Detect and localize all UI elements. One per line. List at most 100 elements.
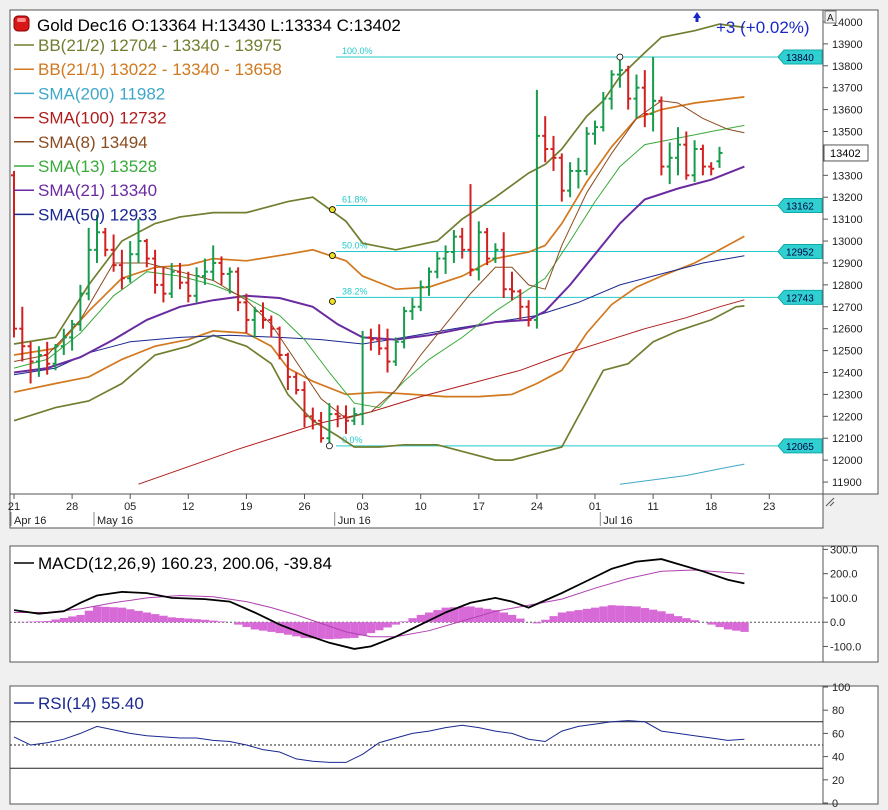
price-tick-label: 12000 — [832, 455, 863, 467]
fib-price-tag — [777, 289, 823, 305]
macd-histogram-bar — [51, 619, 60, 623]
macd-histogram-bar — [267, 622, 276, 632]
ohlc-bar — [152, 249, 159, 294]
macd-histogram-bar — [607, 605, 616, 623]
macd-histogram-bar — [217, 621, 226, 623]
ohlc-bar — [384, 328, 391, 373]
macd-histogram-bar — [26, 621, 35, 623]
legend-item-sma21: SMA(21) 13340 — [38, 181, 157, 200]
ohlc-bar — [318, 411, 325, 443]
macd-histogram-bar — [632, 606, 641, 623]
change-indicator: +3 (+0.02%) — [693, 12, 810, 37]
fib-level-label: 100.0% — [342, 46, 373, 56]
macd-tick-label: 200.0 — [830, 569, 858, 581]
ohlc-bar — [699, 144, 706, 176]
macd-histogram-bar — [43, 620, 52, 623]
rsi-tick-label: 20 — [832, 775, 844, 787]
ohlc-bar — [475, 221, 482, 281]
time-axis-panel[interactable] — [9, 493, 824, 529]
macd-histogram-bar — [59, 617, 69, 623]
macd-histogram-bar — [242, 622, 251, 628]
ohlc-bar — [94, 214, 100, 263]
ohlc-bar — [160, 267, 167, 303]
macd-line — [13, 558, 745, 650]
symbol-status-icon-shine — [17, 18, 26, 22]
scale-mode-button[interactable] — [824, 10, 837, 24]
ohlc-bar — [293, 372, 300, 395]
fib-price-tag-label: 12065 — [786, 442, 814, 453]
macd-histogram-bar — [416, 614, 425, 623]
legend-item-bb1: BB(21/1) 13022 - 13340 - 13658 — [38, 60, 282, 79]
rsi-tick-label: 100 — [832, 682, 850, 694]
fib-anchor-marker — [328, 252, 336, 259]
ohlc-bar — [351, 407, 358, 426]
ohlc-bar — [567, 162, 574, 198]
ohlc-bar — [675, 127, 681, 176]
time-tick-label: 21 — [8, 501, 20, 513]
macd-histogram-bar — [192, 619, 201, 623]
macd-histogram-bar — [101, 606, 110, 623]
ohlc-bar — [118, 249, 125, 290]
rsi-tick-label: 40 — [832, 752, 844, 764]
ohlc-bar — [666, 142, 673, 185]
price-tick-label: 12500 — [832, 346, 863, 358]
fib-price-tag-label: 12743 — [786, 293, 814, 304]
macd-histogram-bar — [483, 608, 492, 623]
ohlc-bar — [301, 381, 308, 428]
ohlc-bar — [343, 405, 349, 434]
symbol-ohlc: Gold Dec16 O:13364 H:13430 L:13334 C:134… — [37, 16, 401, 35]
macd-series: 300.0 200.0 100.0 0.0 -100.0 — [10, 544, 861, 653]
moving-averages — [13, 100, 745, 485]
time-tick-label: 01 — [589, 501, 601, 513]
rsi-axis-panel — [822, 685, 879, 805]
macd-histogram-bar — [715, 622, 724, 628]
macd-histogram-bar — [574, 610, 583, 623]
ohlc-bar — [708, 162, 715, 176]
macd-histogram-bar — [582, 608, 591, 623]
time-tick-label: 12 — [182, 501, 194, 513]
ohlc-bar — [509, 271, 515, 301]
ohlc-bar — [309, 407, 316, 430]
ohlc-bar — [77, 284, 84, 331]
sma100-line — [138, 299, 745, 485]
price-tick-label: 12800 — [832, 280, 863, 292]
price-tick-label: 13000 — [832, 236, 863, 248]
fibonacci-retracement[interactable]: 100.0% 13840 61.8% 13162 50.0% 12952 38.2% 1274… — [336, 46, 823, 454]
ohlc-bar — [226, 267, 233, 294]
macd-histogram-bar — [458, 606, 467, 623]
price-axis-ticks: 11900 12000 12100 12200 12300 12400 12500 12600… — [823, 17, 863, 489]
rsi-title: RSI(14) 55.40 — [38, 694, 144, 713]
indicator-legend: BB(21/2) 12704 - 13340 - 13975 BB(21/1) 1… — [14, 36, 282, 224]
price-tick-label: 13700 — [832, 83, 863, 95]
ohlc-bar — [558, 153, 565, 202]
macd-histogram-bar — [275, 622, 284, 634]
ohlc-bar — [251, 306, 258, 338]
time-tick-label: 19 — [240, 501, 252, 513]
macd-histogram-bar — [449, 607, 459, 623]
ohlc-bar — [60, 328, 67, 355]
price-tick-label: 13200 — [832, 192, 863, 204]
ohlc-bar — [210, 245, 217, 281]
resize-grip-icon[interactable] — [825, 497, 835, 507]
ohlc-bar — [658, 96, 665, 176]
ohlc-bar — [583, 127, 590, 176]
fib-anchor-marker — [328, 206, 336, 213]
time-tick-label: 18 — [705, 501, 717, 513]
macd-histogram-bar — [366, 622, 376, 634]
price-bars — [11, 57, 723, 446]
month-label: May 16 — [97, 515, 133, 527]
last-price-tag — [823, 144, 869, 162]
price-change: +3 (+0.02%) — [716, 18, 810, 37]
macd-histogram-bar — [532, 622, 542, 624]
macd-histogram-bar — [358, 622, 367, 636]
ohlc-bar — [69, 319, 76, 351]
macd-histogram-bar — [200, 619, 210, 623]
macd-panel[interactable] — [9, 545, 824, 663]
ohlc-bar — [127, 241, 134, 283]
macd-histogram-bar — [599, 606, 608, 623]
swing-point-marker — [325, 442, 333, 450]
last-price-tag-label: 13402 — [830, 148, 861, 160]
ohlc-bar — [268, 315, 275, 338]
price-axis-panel[interactable] — [822, 9, 879, 495]
time-tick-label: 28 — [66, 501, 78, 513]
